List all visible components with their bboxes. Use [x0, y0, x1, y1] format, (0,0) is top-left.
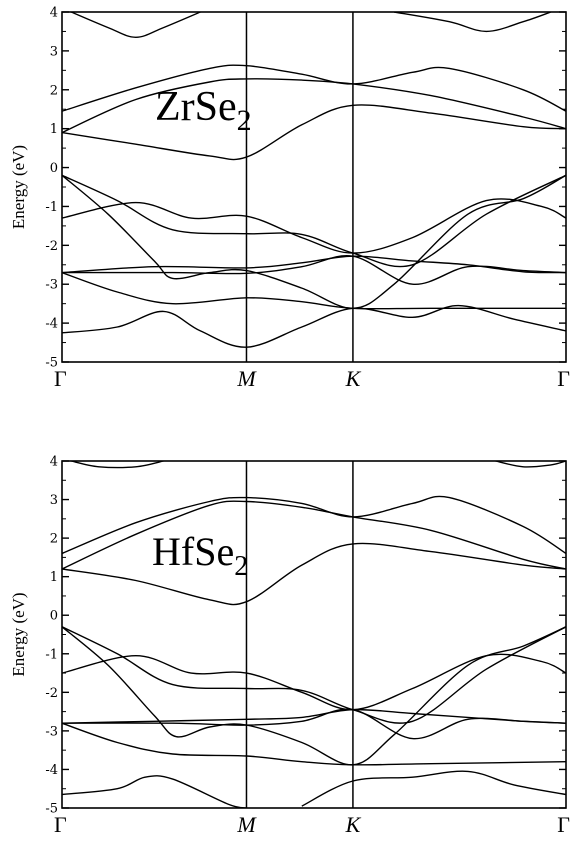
y-tick-label: -3: [45, 724, 58, 739]
y-axis-label: Energy (eV): [9, 145, 28, 229]
y-tick-label: -1: [45, 647, 58, 662]
band-line-13: [495, 461, 566, 468]
y-tick-label: 2: [50, 532, 58, 547]
y-tick-label: -5: [45, 356, 58, 371]
band-line-6: [62, 198, 566, 254]
y-tick-label: -3: [45, 278, 58, 293]
band-line-10: [62, 64, 566, 112]
kpoint-label: Γ: [557, 812, 570, 837]
kpoint-label: K: [345, 812, 362, 837]
bands: [62, 461, 566, 808]
band-line-11: [70, 12, 201, 39]
band-line-9: [62, 542, 566, 606]
band-line-11: [62, 495, 566, 555]
y-tick-label: -5: [45, 802, 58, 817]
y-tick-label: -4: [45, 763, 58, 778]
y-tick-label: 4: [50, 6, 58, 21]
band-line-12: [71, 461, 164, 469]
y-tick-label: -2: [45, 686, 58, 701]
band-line-5: [62, 174, 566, 310]
band-line-7: [62, 174, 566, 268]
band-line-1: [62, 775, 247, 808]
y-axis-label: Energy (eV): [9, 592, 28, 676]
band-line-9: [62, 78, 566, 134]
y-tick-label: 1: [50, 122, 58, 137]
material-subscript: 2: [237, 104, 252, 137]
band-line-3: [62, 255, 566, 274]
plot-frame: [61, 11, 567, 363]
bands: [62, 12, 566, 348]
band-line-2: [62, 271, 566, 310]
y-tick-label: -1: [45, 200, 58, 215]
kpoint-label: K: [345, 366, 362, 391]
y-tick-label: 4: [50, 455, 58, 470]
band-line-8: [62, 626, 566, 724]
material-label: ZrSe2: [155, 84, 252, 137]
kpoint-label: Γ: [54, 812, 67, 837]
kpoint-label: M: [236, 812, 257, 837]
y-tick-label: -4: [45, 317, 58, 332]
band-line-2: [301, 770, 566, 807]
band-line-4: [62, 255, 566, 285]
material-subscript: 2: [234, 551, 248, 582]
band-line-8: [62, 104, 566, 161]
band-line-7: [62, 653, 566, 711]
kpoint-label: Γ: [54, 366, 67, 391]
y-tick-label: 0: [50, 609, 58, 624]
band-line-1: [62, 304, 566, 348]
band-line-10: [62, 500, 566, 570]
y-tick-label: 1: [50, 570, 58, 585]
y-tick-label: 2: [50, 83, 58, 98]
y-tick-label: 3: [50, 493, 58, 508]
band-line-12: [393, 12, 552, 33]
material-label: HfSe2: [152, 529, 248, 582]
y-tick-label: -2: [45, 239, 58, 254]
band-line-4: [62, 708, 566, 724]
y-tick-label: 3: [50, 44, 58, 59]
kpoint-label: Γ: [557, 366, 570, 391]
material-formula: HfSe: [152, 529, 234, 574]
band-line-5: [62, 708, 566, 740]
y-tick-label: 0: [50, 161, 58, 176]
band-line-6: [62, 626, 566, 766]
band-line-3: [62, 722, 566, 766]
plot-frame: [61, 460, 567, 809]
kpoint-label: M: [236, 366, 257, 391]
material-formula: ZrSe: [155, 84, 237, 130]
